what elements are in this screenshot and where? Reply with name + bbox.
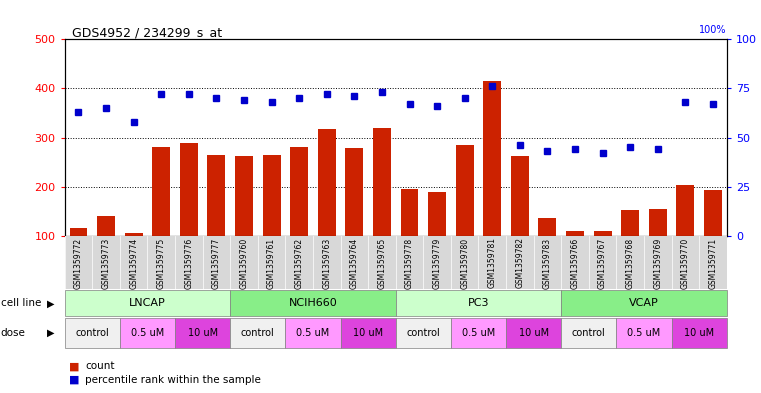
Text: ■: ■ xyxy=(68,361,79,371)
Bar xyxy=(451,318,506,348)
Text: GSM1359771: GSM1359771 xyxy=(708,237,718,288)
Text: 0.5 uM: 0.5 uM xyxy=(296,328,330,338)
Text: percentile rank within the sample: percentile rank within the sample xyxy=(85,375,261,385)
Bar xyxy=(120,318,175,348)
Text: GSM1359783: GSM1359783 xyxy=(543,237,552,288)
Bar xyxy=(230,318,285,348)
Text: GSM1359775: GSM1359775 xyxy=(157,237,166,288)
Bar xyxy=(561,318,616,348)
Text: control: control xyxy=(406,328,440,338)
Text: GSM1359772: GSM1359772 xyxy=(74,237,83,288)
Text: GSM1359777: GSM1359777 xyxy=(212,237,221,288)
Text: dose: dose xyxy=(1,328,26,338)
Text: PC3: PC3 xyxy=(468,298,489,308)
Text: 10 uM: 10 uM xyxy=(353,328,384,338)
Text: 10 uM: 10 uM xyxy=(187,328,218,338)
Bar xyxy=(341,318,396,348)
Text: GSM1359765: GSM1359765 xyxy=(377,237,387,288)
Bar xyxy=(566,231,584,236)
Text: cell line: cell line xyxy=(1,298,41,309)
Text: GSM1359763: GSM1359763 xyxy=(322,237,331,288)
Text: GDS4952 / 234299_s_at: GDS4952 / 234299_s_at xyxy=(72,26,222,39)
Bar xyxy=(290,147,308,236)
Bar xyxy=(208,155,225,236)
Text: 0.5 uM: 0.5 uM xyxy=(627,328,661,338)
Bar xyxy=(97,216,115,236)
Text: GSM1359770: GSM1359770 xyxy=(681,237,690,288)
Text: control: control xyxy=(75,328,109,338)
Text: GSM1359780: GSM1359780 xyxy=(460,237,470,288)
Bar xyxy=(175,318,230,348)
Text: GSM1359761: GSM1359761 xyxy=(267,237,276,288)
Bar xyxy=(125,233,142,236)
Text: 10 uM: 10 uM xyxy=(518,328,549,338)
Text: ■: ■ xyxy=(68,375,79,385)
Bar xyxy=(230,290,396,316)
Text: GSM1359766: GSM1359766 xyxy=(571,237,580,288)
Bar xyxy=(671,318,727,348)
Text: ▶: ▶ xyxy=(47,328,55,338)
Bar xyxy=(396,290,561,316)
Text: 10 uM: 10 uM xyxy=(684,328,715,338)
Text: GSM1359781: GSM1359781 xyxy=(488,237,497,288)
Bar xyxy=(561,290,727,316)
Text: GSM1359773: GSM1359773 xyxy=(101,237,110,288)
Text: GSM1359760: GSM1359760 xyxy=(240,237,249,288)
Bar xyxy=(511,156,529,236)
Text: control: control xyxy=(572,328,606,338)
Bar xyxy=(539,218,556,236)
Bar xyxy=(456,145,473,236)
Bar xyxy=(704,190,722,236)
Bar xyxy=(506,318,561,348)
Bar xyxy=(677,185,694,236)
Bar xyxy=(65,318,119,348)
Bar xyxy=(483,81,501,236)
Text: 0.5 uM: 0.5 uM xyxy=(131,328,164,338)
Text: GSM1359767: GSM1359767 xyxy=(598,237,607,288)
Bar xyxy=(621,210,639,236)
Text: GSM1359768: GSM1359768 xyxy=(626,237,635,288)
Text: GSM1359769: GSM1359769 xyxy=(653,237,662,288)
Text: GSM1359776: GSM1359776 xyxy=(184,237,193,288)
Bar xyxy=(373,128,391,236)
Bar xyxy=(616,318,671,348)
Text: count: count xyxy=(85,361,115,371)
Text: control: control xyxy=(241,328,275,338)
Text: LNCAP: LNCAP xyxy=(129,298,166,308)
Bar xyxy=(235,156,253,236)
Bar xyxy=(594,231,612,236)
Bar xyxy=(263,155,281,236)
Bar xyxy=(396,318,451,348)
Text: 0.5 uM: 0.5 uM xyxy=(462,328,495,338)
Bar xyxy=(285,318,341,348)
Text: 100%: 100% xyxy=(699,26,727,35)
Bar xyxy=(180,143,198,236)
Bar xyxy=(65,290,230,316)
Bar xyxy=(428,191,446,236)
Text: GSM1359782: GSM1359782 xyxy=(515,237,524,288)
Text: GSM1359762: GSM1359762 xyxy=(295,237,304,288)
Bar xyxy=(345,148,363,236)
Text: VCAP: VCAP xyxy=(629,298,659,308)
Text: GSM1359774: GSM1359774 xyxy=(129,237,139,288)
Text: NCIH660: NCIH660 xyxy=(288,298,337,308)
Bar xyxy=(318,129,336,236)
Text: GSM1359764: GSM1359764 xyxy=(350,237,359,288)
Bar xyxy=(69,228,88,236)
Text: GSM1359779: GSM1359779 xyxy=(432,237,441,288)
Bar xyxy=(152,147,170,236)
Text: ▶: ▶ xyxy=(47,298,55,309)
Bar xyxy=(400,189,419,236)
Bar xyxy=(649,209,667,236)
Text: GSM1359778: GSM1359778 xyxy=(405,237,414,288)
